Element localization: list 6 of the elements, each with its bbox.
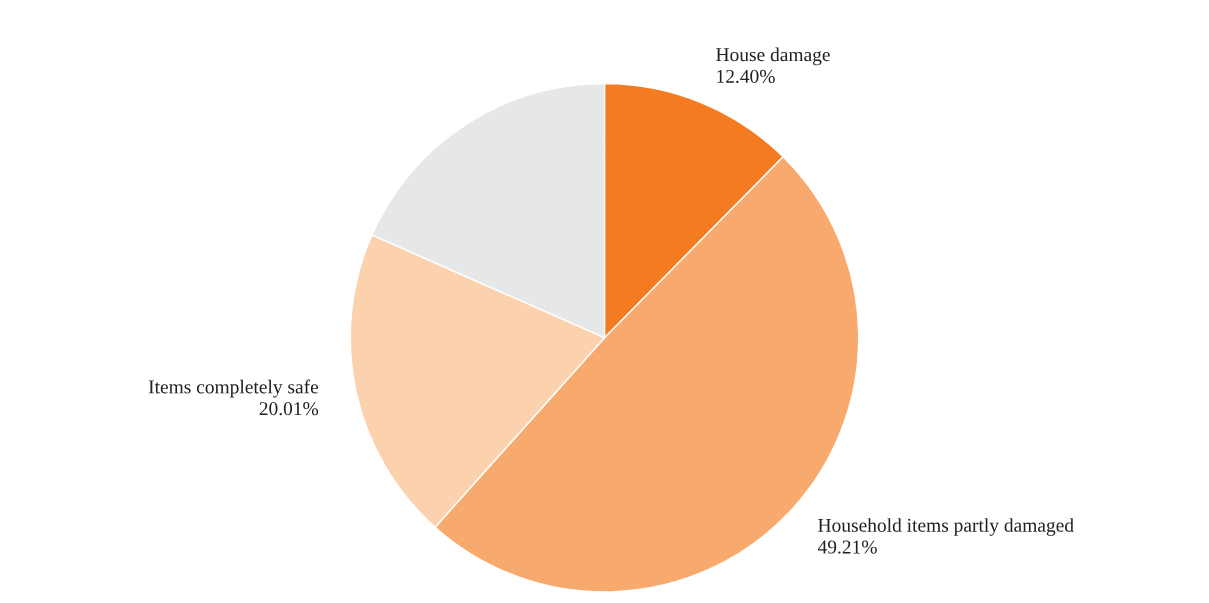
- data-label: 49.21%: [817, 540, 877, 554]
- slice-label: House damage: [716, 47, 830, 66]
- data-label: 12.40%: [717, 69, 775, 84]
- data-label: 20.01%: [259, 402, 319, 416]
- slice-label: Items completely safe: [148, 379, 319, 398]
- slice-label: Household items partly damaged: [818, 518, 1074, 536]
